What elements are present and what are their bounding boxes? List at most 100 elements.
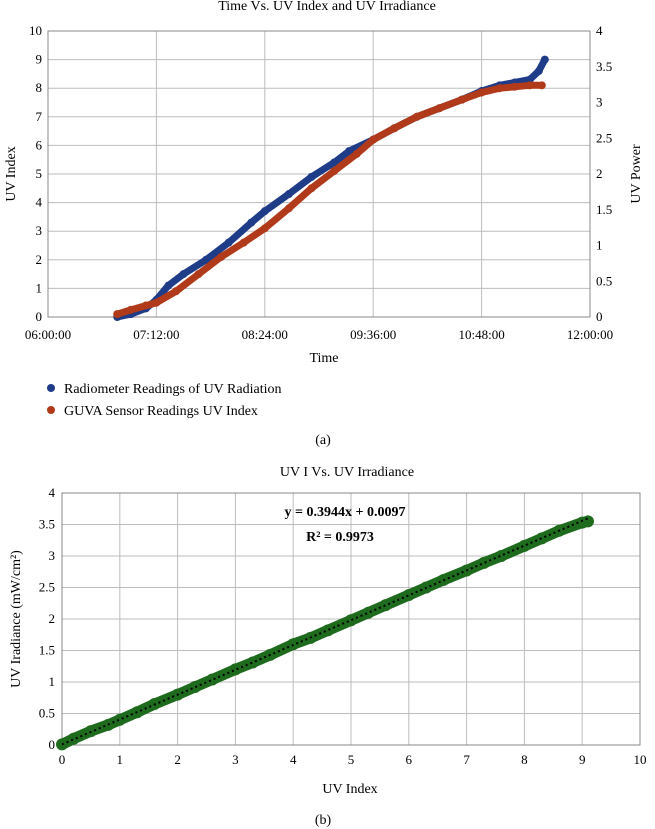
data-point (518, 539, 531, 552)
y-tick-label: 8 (36, 80, 43, 95)
legend-marker-guva (47, 406, 55, 414)
data-point (537, 81, 546, 90)
y-tick-label: 1 (49, 674, 56, 689)
y-tick-label: 0 (36, 309, 43, 324)
y2-tick-label: 0.5 (596, 273, 612, 288)
x-tick-label: 10:48:00 (458, 327, 504, 342)
data-point (67, 732, 80, 745)
data-point (525, 81, 534, 90)
data-point (113, 310, 122, 319)
y2-tick-label: 2 (596, 166, 603, 181)
data-point (534, 67, 543, 76)
legend-label-radiometer: Radiometer Readings of UV Radiation (64, 382, 281, 397)
data-point (202, 255, 211, 264)
chart-b-trendline (61, 517, 589, 746)
chart-a-y2-ticks: 0 0.5 1 1.5 2 2.5 3 3.5 4 (596, 23, 612, 324)
x-tick-label: 1 (117, 752, 124, 767)
data-point (229, 663, 242, 676)
chart-b-title: UV I Vs. UV Irradiance (280, 465, 414, 480)
data-point (379, 599, 392, 612)
x-tick-label: 10 (634, 752, 647, 767)
data-point (581, 515, 594, 528)
chart-b-equation: y = 0.3944x + 0.0097 (285, 505, 406, 520)
data-point (510, 82, 519, 91)
data-point (171, 287, 180, 296)
data-point (307, 172, 316, 181)
chart-b-caption: (b) (315, 813, 332, 828)
chart-uvi-vs-irradiance: UV I Vs. UV Irradiance 0 1 2 3 4 5 6 7 8 9 10 0 0.5… (9, 465, 647, 828)
y2-tick-label: 2.5 (596, 130, 612, 145)
x-tick-label: 2 (174, 752, 181, 767)
y-tick-label: 1 (36, 280, 43, 295)
data-point (179, 270, 188, 279)
y-tick-label: 4 (49, 485, 56, 500)
y-tick-label: 4 (36, 195, 43, 210)
data-point (217, 252, 226, 261)
data-point (345, 147, 354, 156)
x-tick-label: 5 (348, 752, 355, 767)
data-point (477, 556, 490, 569)
x-tick-label: 4 (290, 752, 297, 767)
x-tick-label: 6 (406, 752, 413, 767)
data-point (260, 224, 269, 233)
chart-b-r-squared: R² = 0.9973 (306, 530, 374, 545)
y2-tick-label: 0 (596, 309, 603, 324)
data-point (246, 656, 259, 669)
data-point (307, 184, 316, 193)
chart-b-x-ticks: 0 1 2 3 4 5 6 7 8 9 10 (59, 752, 647, 767)
x-tick-label: 8 (521, 752, 528, 767)
data-point (194, 270, 203, 279)
chart-a-title: Time Vs. UV Index and UV Irradiance (218, 0, 436, 14)
x-tick-label: 9 (579, 752, 586, 767)
data-point (239, 238, 248, 247)
chart-b-y-ticks: 0 0.5 1 1.5 2 2.5 3 3.5 4 (39, 485, 56, 752)
chart-a-series (113, 55, 549, 321)
data-point (284, 204, 293, 213)
data-point (352, 149, 361, 158)
y-tick-label: 0 (49, 737, 56, 752)
y2-tick-label: 3 (596, 95, 603, 110)
chart-b-ylabel: UV Iradiance (mW/cm²) (9, 550, 24, 688)
y-tick-label: 3 (49, 548, 56, 563)
y2-tick-label: 3.5 (596, 59, 612, 74)
series-band (113, 56, 549, 321)
data-point (495, 550, 508, 562)
series-uv-irradiance (56, 515, 594, 751)
x-tick-label: 09:36:00 (350, 327, 396, 342)
y-tick-label: 9 (36, 52, 43, 67)
y-tick-label: 0.5 (39, 706, 55, 721)
y2-tick-label: 1 (596, 238, 603, 253)
data-point (247, 218, 256, 227)
data-point (495, 84, 504, 93)
chart-a-y-ticks: 0 1 2 3 4 5 6 7 8 9 10 (29, 23, 43, 324)
y-tick-label: 2 (49, 611, 56, 626)
chart-a-x-ticks: 06:00:00 07:12:00 08:24:00 09:36:00 10:48:00… (25, 327, 613, 342)
x-tick-label: 12:00:00 (567, 327, 613, 342)
data-point (477, 88, 486, 97)
data-point (369, 135, 378, 144)
chart-a-caption: (a) (315, 433, 331, 448)
data-point (535, 532, 548, 545)
chart-a-legend: Radiometer Readings of UV Radiation GUVA… (47, 382, 281, 419)
x-tick-label: 06:00:00 (25, 327, 71, 342)
data-point (188, 681, 201, 694)
y-tick-label: 6 (36, 137, 43, 152)
y-tick-label: 1.5 (39, 643, 55, 658)
data-point (525, 75, 534, 84)
data-point (540, 55, 549, 64)
y-tick-label: 3.5 (39, 517, 55, 532)
y-tick-label: 2.5 (39, 580, 55, 595)
y2-tick-label: 4 (596, 23, 603, 38)
data-point (206, 673, 219, 686)
chart-a-ylabel: UV Index (4, 146, 19, 201)
chart-time-vs-uv: Time Vs. UV Index and UV Irradiance 06:0… (4, 0, 644, 448)
y-tick-label: 5 (36, 166, 43, 181)
legend-label-guva: GUVA Sensor Readings UV Index (64, 404, 258, 419)
data-point (126, 305, 135, 314)
data-point (412, 112, 421, 121)
series-guva (113, 81, 546, 319)
data-point (402, 589, 415, 602)
x-tick-label: 08:24:00 (242, 327, 288, 342)
data-point (113, 713, 126, 726)
data-point (390, 124, 399, 133)
